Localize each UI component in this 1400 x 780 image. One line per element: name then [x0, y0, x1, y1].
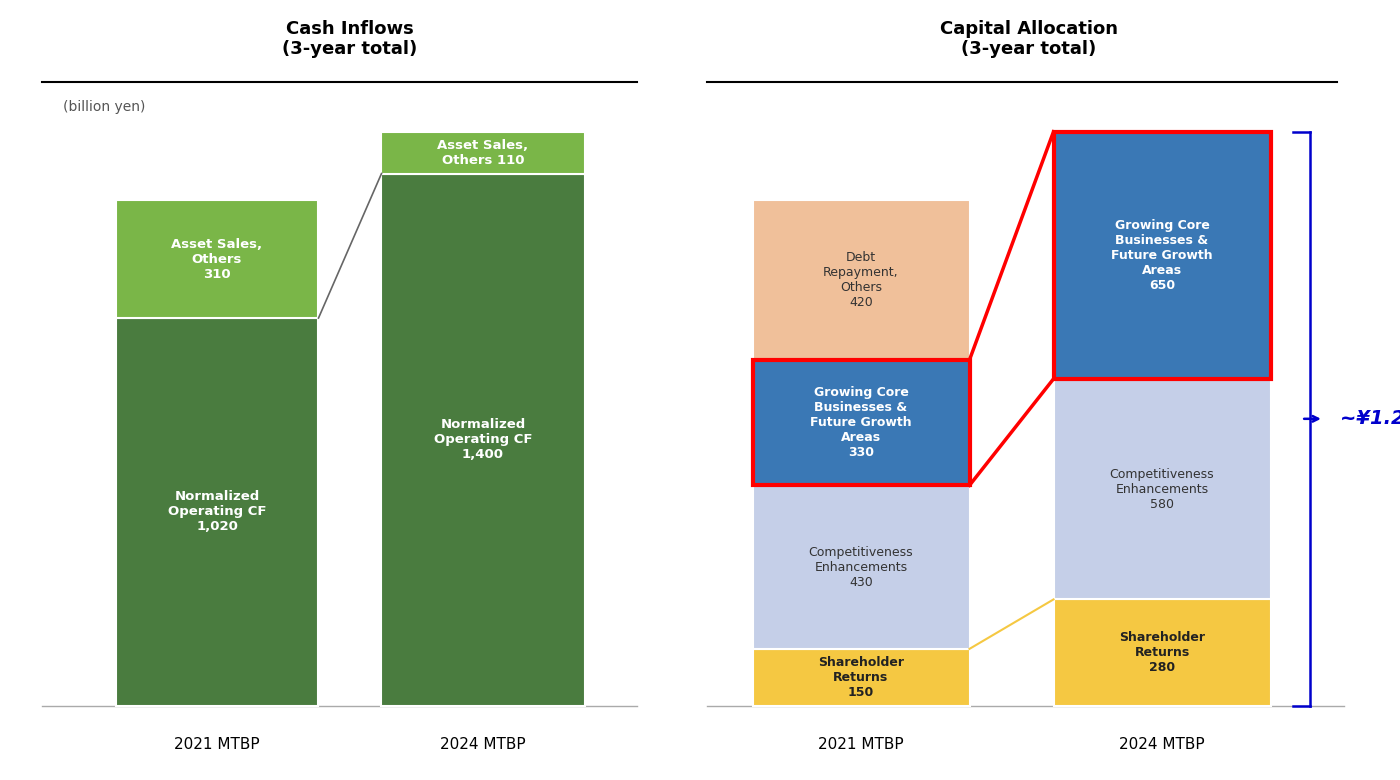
- Text: Competitiveness
Enhancements
580: Competitiveness Enhancements 580: [1110, 468, 1214, 511]
- Text: Normalized
Operating CF
1,020: Normalized Operating CF 1,020: [168, 491, 266, 534]
- Text: Growing Core
Businesses &
Future Growth
Areas
650: Growing Core Businesses & Future Growth …: [1112, 219, 1212, 292]
- Bar: [115, 318, 318, 706]
- Bar: [753, 360, 969, 485]
- Text: 2021 MTBP: 2021 MTBP: [174, 737, 260, 752]
- Bar: [381, 132, 585, 174]
- Text: Competitiveness
Enhancements
430: Competitiveness Enhancements 430: [809, 545, 913, 589]
- Bar: [753, 485, 969, 649]
- Text: Shareholder
Returns
150: Shareholder Returns 150: [818, 656, 904, 699]
- Bar: [753, 649, 969, 706]
- Text: Shareholder
Returns
280: Shareholder Returns 280: [1119, 631, 1205, 674]
- Bar: [1053, 132, 1271, 379]
- Text: Asset Sales,
Others
310: Asset Sales, Others 310: [171, 238, 263, 281]
- Text: Cash Inflows
(3-year total): Cash Inflows (3-year total): [283, 20, 417, 58]
- Text: Growing Core
Businesses &
Future Growth
Areas
330: Growing Core Businesses & Future Growth …: [811, 386, 911, 459]
- Text: Asset Sales,
Others 110: Asset Sales, Others 110: [437, 139, 529, 167]
- Text: 2024 MTBP: 2024 MTBP: [1119, 737, 1205, 752]
- Bar: [753, 360, 969, 485]
- Bar: [1053, 379, 1271, 599]
- Bar: [381, 173, 585, 706]
- Text: (billion yen): (billion yen): [63, 100, 146, 114]
- Text: ~¥1.2 tr: ~¥1.2 tr: [1341, 410, 1400, 428]
- Bar: [1053, 599, 1271, 706]
- Text: 2021 MTBP: 2021 MTBP: [818, 737, 904, 752]
- Bar: [753, 200, 969, 360]
- Text: Capital Allocation
(3-year total): Capital Allocation (3-year total): [939, 20, 1119, 58]
- Bar: [1053, 132, 1271, 379]
- Text: 2024 MTBP: 2024 MTBP: [440, 737, 526, 752]
- Text: Debt
Repayment,
Others
420: Debt Repayment, Others 420: [823, 251, 899, 309]
- Bar: [115, 200, 318, 318]
- Text: Normalized
Operating CF
1,400: Normalized Operating CF 1,400: [434, 418, 532, 461]
